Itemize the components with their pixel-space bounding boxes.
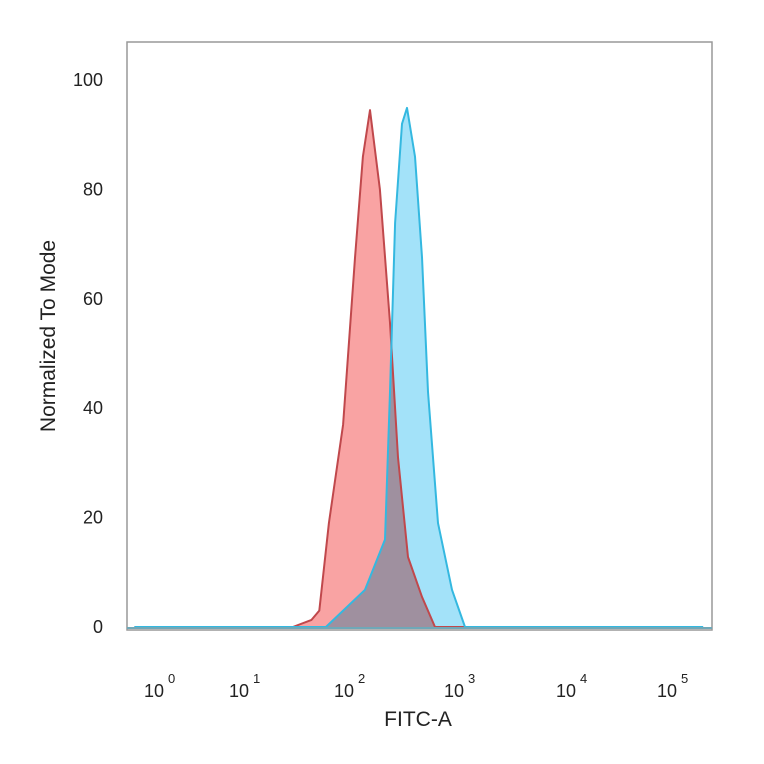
series-1-area [134, 107, 704, 627]
y-tick-label: 80 [83, 179, 103, 199]
x-tick-base: 10 [657, 681, 677, 701]
x-tick-exponent: 1 [253, 671, 260, 686]
series-1-line [134, 106, 704, 628]
x-tick-base: 10 [556, 681, 576, 701]
x-tick-exponent: 3 [468, 671, 475, 686]
x-tick-base: 10 [144, 681, 164, 701]
y-tick-label: 20 [83, 508, 103, 528]
x-tick-base: 10 [229, 681, 249, 701]
y-tick-label: 40 [83, 398, 103, 418]
x-tick-label: 10 1 [229, 671, 260, 701]
series-0-line [134, 109, 704, 628]
y-axis-label: Normalized To Mode [37, 240, 60, 432]
y-tick-label: 0 [93, 617, 103, 637]
x-tick-label: 10 3 [444, 671, 475, 701]
x-tick-label: 10 0 [144, 671, 175, 701]
x-tick-exponent: 0 [168, 671, 175, 686]
y-tick-label: 100 [73, 70, 103, 90]
x-tick-base: 10 [444, 681, 464, 701]
x-tick-base: 10 [334, 681, 354, 701]
series-layer [134, 106, 704, 628]
y-axis: 0 20 40 60 80 100 [73, 70, 103, 637]
x-axis-label: FITC-A [384, 708, 452, 731]
x-tick-label: 10 5 [657, 671, 688, 701]
x-tick-label: 10 2 [334, 671, 365, 701]
x-tick-exponent: 4 [580, 671, 587, 686]
x-axis: 10 0 10 1 10 2 10 3 10 4 10 5 [144, 671, 688, 701]
x-tick-exponent: 5 [681, 671, 688, 686]
x-tick-exponent: 2 [358, 671, 365, 686]
x-tick-label: 10 4 [556, 671, 587, 701]
y-tick-label: 60 [83, 289, 103, 309]
